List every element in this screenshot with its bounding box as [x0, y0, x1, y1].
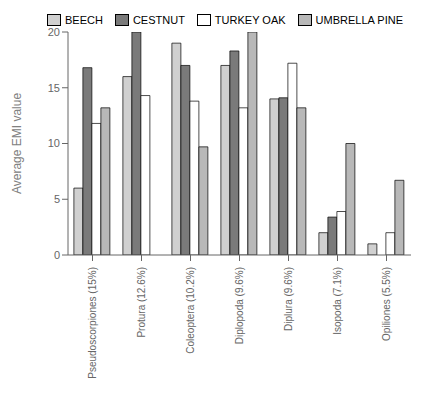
svg-text:20: 20 [48, 26, 60, 38]
svg-text:10: 10 [48, 137, 60, 149]
svg-text:Average EMI value: Average EMI value [10, 93, 24, 194]
svg-text:Protura (12.6%): Protura (12.6%) [136, 267, 147, 338]
svg-text:0: 0 [54, 249, 60, 261]
svg-text:Opiliones (5.5%): Opiliones (5.5%) [381, 267, 392, 341]
svg-text:Pseudoscorpiones (15%): Pseudoscorpiones (15%) [87, 267, 98, 379]
svg-text:Coleoptera (10.2%): Coleoptera (10.2%) [185, 267, 196, 354]
html-text:TURKEY OAK: TURKEY OAK [214, 14, 286, 26]
svg-text:Diplura (9.6%): Diplura (9.6%) [283, 267, 294, 331]
svg-text:5: 5 [54, 193, 60, 205]
html-text:CESTNUT: CESTNUT [132, 14, 185, 26]
svg-text:Isopoda (7.1%): Isopoda (7.1%) [332, 267, 343, 335]
html-text:UMBRELLA PINE: UMBRELLA PINE [315, 14, 403, 26]
html-text:BEECH: BEECH [65, 14, 103, 26]
svg-text:Diplopoda (9.6%): Diplopoda (9.6%) [234, 267, 245, 344]
svg-text:15: 15 [48, 82, 60, 94]
